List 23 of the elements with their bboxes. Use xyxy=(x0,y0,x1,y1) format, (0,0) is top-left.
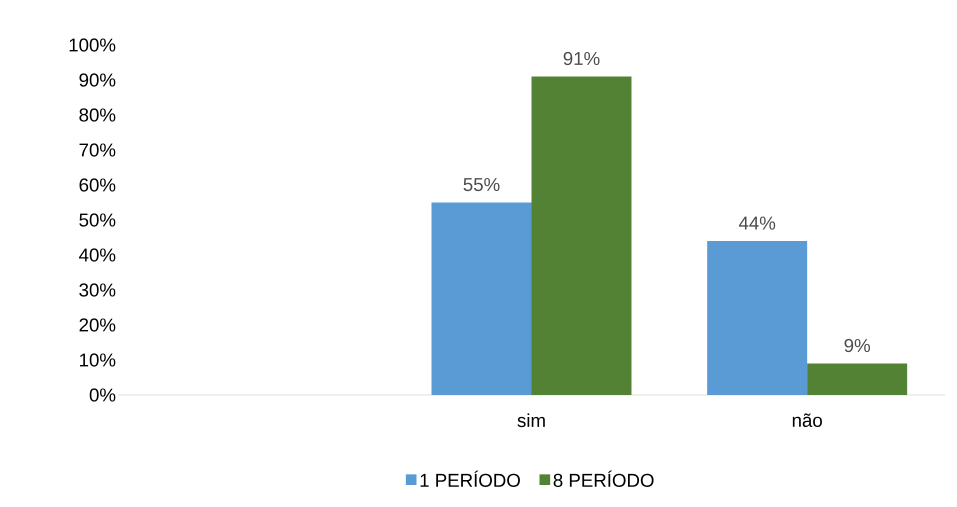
y-tick-label: 50% xyxy=(79,213,116,227)
y-tick-label: 70% xyxy=(80,143,116,157)
y-tick-label: 10% xyxy=(80,353,116,367)
bar xyxy=(707,240,808,395)
x-tick-label: não xyxy=(792,413,822,427)
y-tick-label: 90% xyxy=(79,73,116,87)
bar xyxy=(432,202,532,395)
legend-label: 1 PERÍODO xyxy=(420,470,520,487)
y-tick-label: 60% xyxy=(80,178,116,192)
data-label: 91% xyxy=(564,52,600,66)
y-tick-label: 20% xyxy=(80,318,116,332)
data-label: 55% xyxy=(464,178,500,192)
y-tick-label: 0% xyxy=(90,388,116,402)
data-label: 9% xyxy=(844,338,870,352)
x-tick-label: sim xyxy=(518,413,545,428)
y-tick-label: 80% xyxy=(79,108,116,122)
y-tick-label: 40% xyxy=(79,248,116,262)
legend-label: 8 PERÍODO xyxy=(554,470,654,487)
bar xyxy=(532,76,632,395)
data-label: 44% xyxy=(738,216,776,230)
y-tick-label: 30% xyxy=(79,283,116,297)
y-tick-label: 100% xyxy=(70,38,116,52)
bar xyxy=(807,363,908,395)
